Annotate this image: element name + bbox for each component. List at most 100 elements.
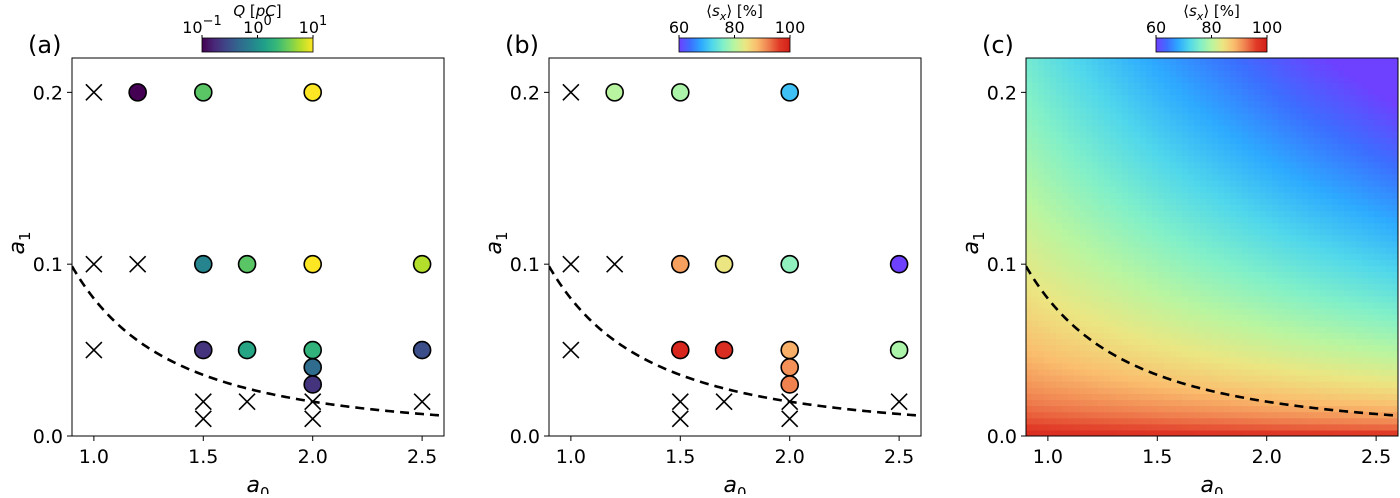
heatmap-cell [1212, 368, 1219, 376]
data-point [237, 340, 257, 360]
heatmap-cell [1050, 381, 1057, 388]
heatmap-cell [1026, 173, 1033, 181]
heatmap-cell [1116, 247, 1123, 254]
heatmap-cell [1344, 356, 1351, 364]
heatmap-cell [1320, 210, 1327, 218]
heatmap-cell [1248, 375, 1255, 382]
heatmap-cell [1038, 429, 1045, 436]
x-marker [194, 393, 212, 411]
heatmap-cell [1230, 405, 1237, 413]
heatmap-cell [1248, 76, 1255, 83]
heatmap-cell [1044, 253, 1051, 260]
heatmap-cell [1050, 259, 1057, 266]
heatmap-cell [1278, 70, 1285, 77]
heatmap-cell [1380, 295, 1387, 303]
heatmap-cell [1080, 326, 1087, 333]
heatmap-cell [1026, 326, 1033, 333]
heatmap-cell [1254, 179, 1261, 187]
heatmap-cell [1188, 381, 1195, 388]
heatmap-cell [1086, 131, 1093, 138]
heatmap-cell [1152, 295, 1159, 303]
heatmap-cell [1326, 332, 1333, 340]
heatmap-cell [1176, 106, 1183, 114]
heatmap-cell [1386, 88, 1393, 96]
heatmap-cell [1194, 100, 1201, 108]
heatmap-cell [1092, 70, 1099, 77]
heatmap-cell [1056, 198, 1063, 205]
heatmap-cell [1314, 387, 1321, 394]
heatmap-cell [1056, 94, 1063, 102]
heatmap-cell [1368, 362, 1375, 370]
heatmap-cell [1392, 375, 1398, 382]
heatmap-cell [1188, 234, 1195, 242]
heatmap-cell [1254, 58, 1261, 65]
heatmap-cell [1164, 265, 1171, 272]
heatmap-cell [1338, 399, 1345, 407]
heatmap-cell [1176, 368, 1183, 376]
heatmap-cell [1248, 247, 1255, 254]
heatmap-cell [1314, 399, 1321, 407]
heatmap-cell [1146, 112, 1153, 120]
heatmap-cell [1308, 143, 1315, 151]
heatmap-cell [1302, 131, 1309, 138]
x-marker [781, 410, 799, 428]
heatmap-cell [1356, 271, 1363, 279]
heatmap-cell [1296, 393, 1303, 401]
heatmap-cell [1104, 332, 1111, 340]
heatmap-cell [1164, 106, 1171, 114]
heatmap-cell [1392, 161, 1398, 169]
heatmap-cell [1128, 350, 1135, 358]
heatmap-cell [1356, 131, 1363, 138]
heatmap-cell [1212, 362, 1219, 370]
heatmap-cell [1254, 417, 1261, 425]
heatmap-cell [1380, 216, 1387, 224]
heatmap-cell [1164, 210, 1171, 218]
heatmap-cell [1254, 112, 1261, 120]
heatmap-cell [1278, 338, 1285, 346]
heatmap-cell [1110, 210, 1117, 218]
heatmap-cell [1218, 332, 1225, 340]
heatmap-cell [1302, 411, 1309, 419]
heatmap-cell [1260, 70, 1267, 77]
heatmap-cell [1302, 192, 1309, 199]
heatmap-cell [1140, 161, 1147, 169]
heatmap-cell [1080, 149, 1087, 157]
heatmap-cell [1176, 283, 1183, 291]
heatmap-cell [1086, 88, 1093, 96]
heatmap-cell [1320, 289, 1327, 297]
heatmap-cell [1290, 137, 1297, 144]
heatmap-cell [1176, 423, 1183, 431]
heatmap-cell [1140, 326, 1147, 333]
heatmap-cell [1110, 58, 1117, 65]
heatmap-cell [1038, 173, 1045, 181]
heatmap-cell [1104, 125, 1111, 132]
y-axis-label: a1 [482, 231, 511, 254]
heatmap-cell [1086, 381, 1093, 388]
heatmap-cell [1326, 320, 1333, 327]
heatmap-cell [1272, 271, 1279, 279]
heatmap-cell [1056, 149, 1063, 157]
heatmap-cell [1242, 94, 1249, 102]
heatmap-cell [1386, 259, 1393, 266]
heatmap-cell [1302, 179, 1309, 187]
heatmap-cell [1380, 58, 1387, 65]
heatmap-cell [1176, 210, 1183, 218]
heatmap-cell [1110, 381, 1117, 388]
heatmap-cell [1248, 259, 1255, 266]
heatmap-cell [1374, 417, 1381, 425]
heatmap-cell [1188, 338, 1195, 346]
data-point [670, 340, 690, 360]
heatmap-cell [1134, 106, 1141, 114]
heatmap-cell [1290, 429, 1297, 436]
heatmap-cell [1056, 301, 1063, 309]
heatmap-cell [1206, 240, 1213, 248]
heatmap-cell [1320, 429, 1327, 436]
heatmap-cell [1128, 58, 1135, 65]
heatmap-cell [1062, 100, 1069, 108]
heatmap-cell [1224, 179, 1231, 187]
heatmap-cell [1134, 70, 1141, 77]
heatmap-cell [1176, 301, 1183, 309]
heatmap-cell [1278, 222, 1285, 230]
heatmap-cell [1380, 271, 1387, 279]
heatmap-cell [1176, 240, 1183, 248]
